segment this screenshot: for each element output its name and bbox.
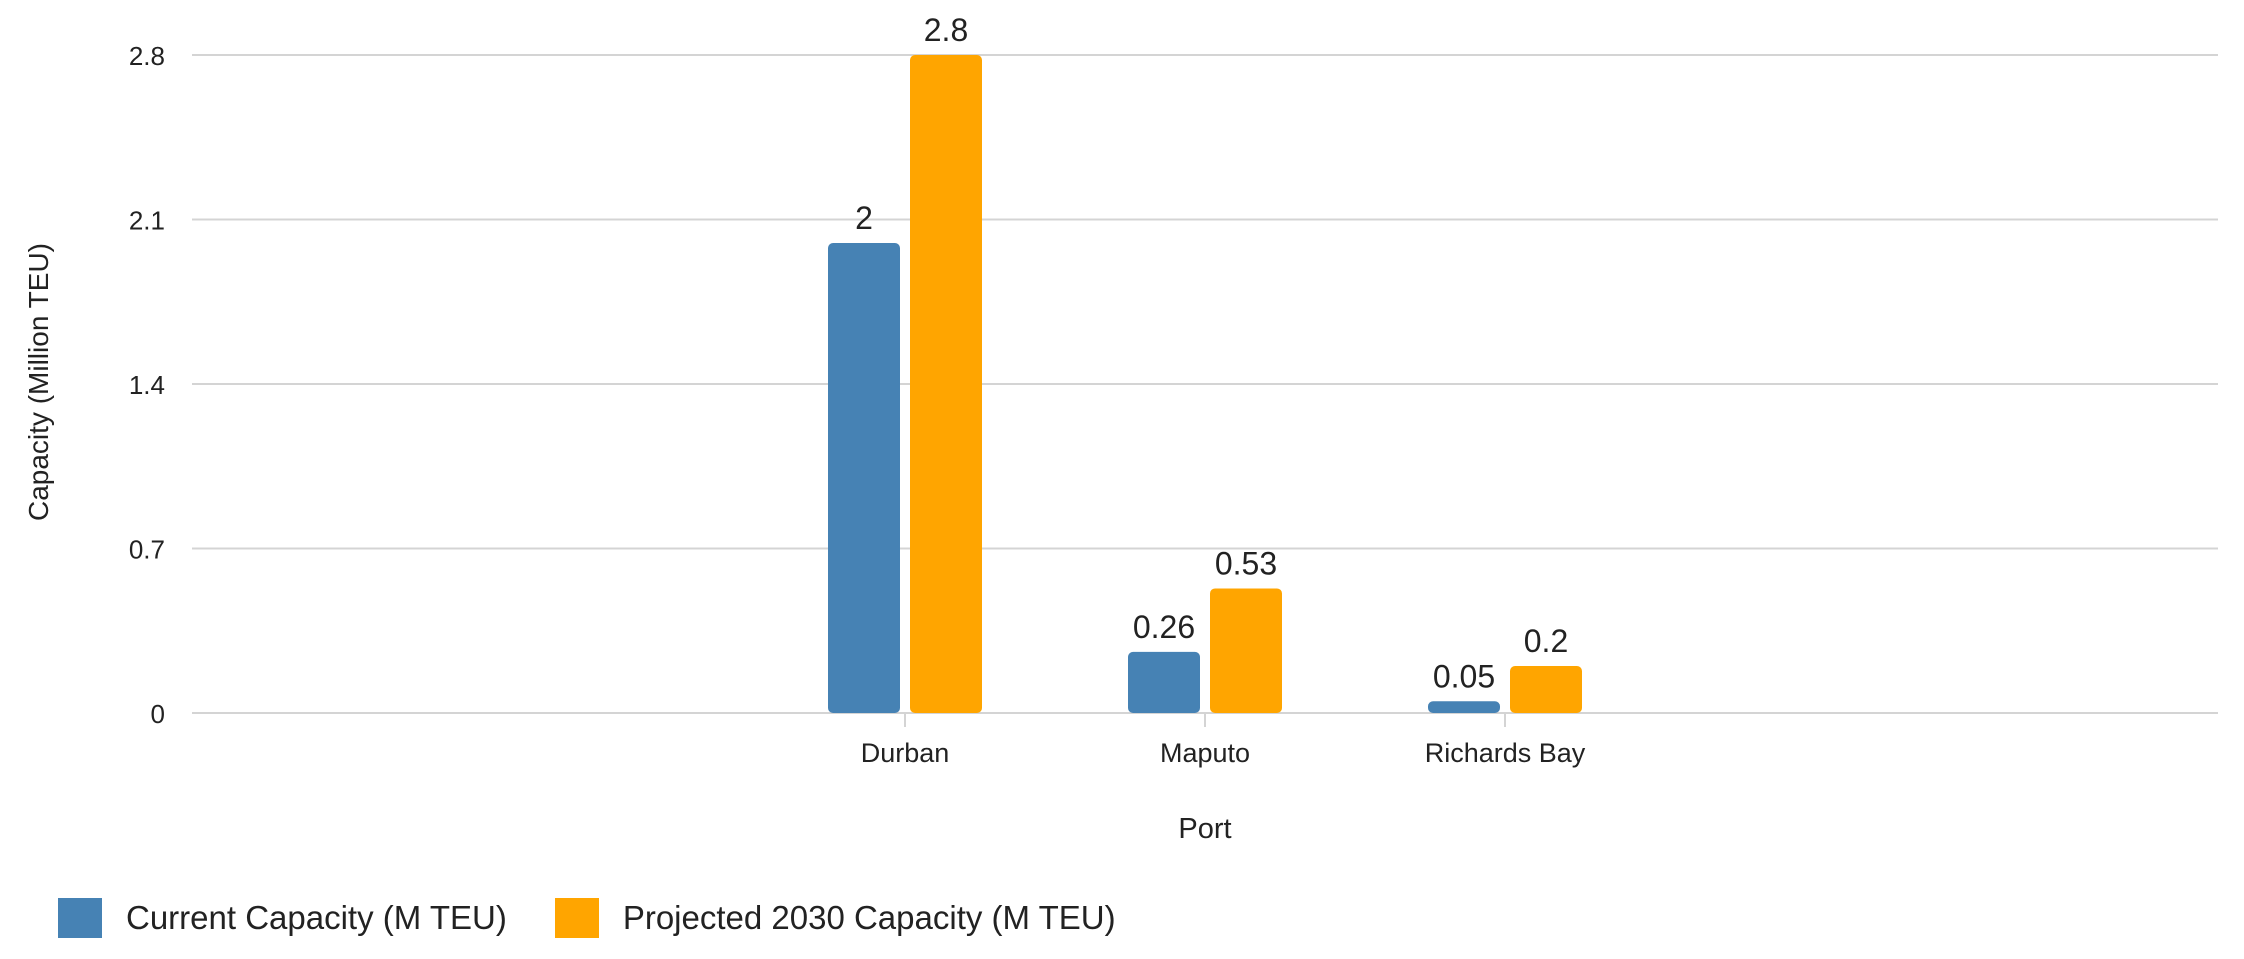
- bar-maputo-series-2[interactable]: [1210, 588, 1282, 713]
- legend-swatch-current: [58, 898, 102, 938]
- data-label: 0.2: [1524, 623, 1568, 659]
- y-tick-label: 2.8: [129, 41, 165, 71]
- legend-label-current: Current Capacity (M TEU): [126, 899, 507, 936]
- data-label: 2.8: [924, 12, 968, 48]
- bars: [828, 55, 1582, 713]
- y-tick-label: 0.7: [129, 535, 165, 565]
- data-label: 2: [855, 200, 873, 236]
- legend-item-current[interactable]: Current Capacity (M TEU): [58, 898, 507, 938]
- legend-item-projected[interactable]: Projected 2030 Capacity (M TEU): [554, 898, 1116, 938]
- data-label: 0.26: [1133, 609, 1195, 645]
- y-tick-label: 2.1: [129, 206, 165, 236]
- x-tick-label: Maputo: [1160, 738, 1250, 768]
- data-labels: 2 2.8 0.26 0.53 0.05 0.2: [855, 12, 1568, 694]
- x-tick-label: Durban: [861, 738, 950, 768]
- bar-durban-series-1[interactable]: [828, 243, 900, 713]
- y-tick-label: 0: [151, 699, 165, 729]
- bar-durban-series-2[interactable]: [910, 55, 982, 713]
- x-axis-title: Port: [1178, 813, 1231, 845]
- bar-richards-bay-series-1[interactable]: [1428, 701, 1500, 713]
- legend-swatch-projected: [554, 898, 599, 938]
- y-axis-title: Capacity (Million TEU): [23, 243, 54, 521]
- bar-richards-bay-series-2[interactable]: [1510, 666, 1582, 713]
- gridlines: [192, 54, 2218, 714]
- x-tick-label: Richards Bay: [1425, 738, 1586, 768]
- axes: Port Capacity (Million TEU) 0 0.7 1.4 2.1 2.…: [23, 41, 1586, 845]
- data-label: 0.05: [1433, 658, 1495, 694]
- data-label: 0.53: [1215, 545, 1277, 581]
- y-tick-label: 1.4: [129, 370, 165, 400]
- legend-label-projected: Projected 2030 Capacity (M TEU): [622, 899, 1116, 936]
- legend: Current Capacity (M TEU) Projected 2030 …: [58, 896, 1116, 940]
- bar-maputo-series-1[interactable]: [1128, 651, 1200, 713]
